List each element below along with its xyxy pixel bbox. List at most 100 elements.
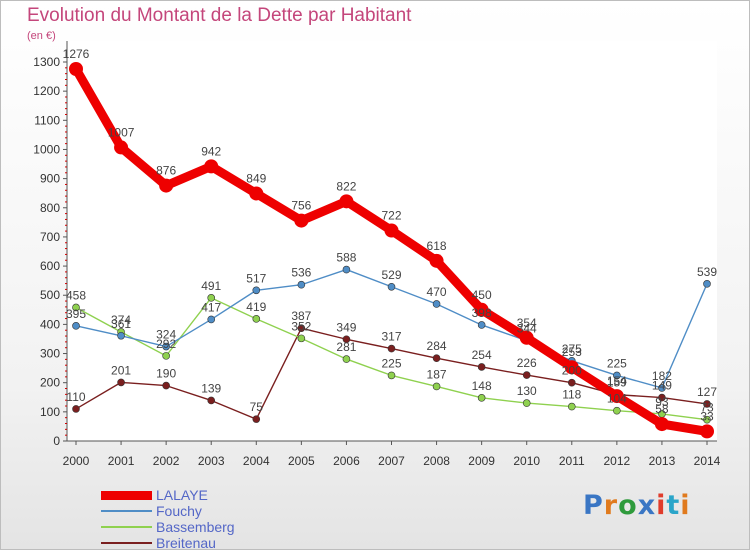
data-point-lalaye bbox=[429, 253, 444, 268]
data-point-bassemberg bbox=[207, 294, 216, 302]
x-tick-label: 2014 bbox=[694, 454, 721, 468]
data-label: 139 bbox=[201, 381, 221, 395]
legend-swatch-lalaye bbox=[101, 491, 152, 500]
data-point-bassemberg bbox=[567, 402, 576, 411]
data-label: 395 bbox=[66, 307, 86, 321]
data-point-breitenau bbox=[432, 354, 441, 363]
data-point-lalaye bbox=[384, 223, 399, 238]
data-point-fouchy bbox=[477, 321, 486, 329]
proxiti-logo: Proxiti bbox=[583, 490, 691, 521]
data-label: 756 bbox=[291, 199, 311, 213]
data-point-lalaye bbox=[204, 159, 219, 174]
data-point-lalaye bbox=[69, 61, 83, 76]
data-label: 398 bbox=[472, 306, 492, 320]
x-tick-label: 2010 bbox=[513, 454, 540, 468]
y-tick-label: 1300 bbox=[33, 55, 60, 69]
data-point-breitenau bbox=[252, 415, 261, 423]
data-point-lalaye bbox=[339, 194, 354, 209]
legend-label-bassemberg: Bassemberg bbox=[156, 519, 235, 535]
data-point-breitenau bbox=[567, 378, 576, 387]
x-tick-label: 2012 bbox=[604, 454, 631, 468]
data-label: 517 bbox=[246, 271, 266, 285]
logo-letter: r bbox=[603, 490, 619, 521]
data-point-bassemberg bbox=[342, 355, 351, 363]
data-label: 275 bbox=[562, 342, 582, 356]
data-point-lalaye bbox=[159, 178, 174, 193]
data-point-lalaye bbox=[249, 186, 264, 201]
legend-label-breitenau: Breitenau bbox=[156, 535, 216, 551]
data-label: 33 bbox=[700, 409, 714, 423]
data-point-breitenau bbox=[207, 396, 216, 405]
data-label: 187 bbox=[427, 367, 447, 381]
data-label: 876 bbox=[156, 164, 176, 178]
y-tick-label: 300 bbox=[40, 347, 60, 361]
chart-title: Evolution du Montant de la Dette par Hab… bbox=[27, 5, 412, 26]
data-point-fouchy bbox=[72, 322, 80, 330]
data-point-breitenau bbox=[117, 378, 125, 387]
data-point-lalaye bbox=[654, 417, 669, 432]
data-label: 344 bbox=[517, 322, 537, 336]
y-tick-label: 1000 bbox=[33, 142, 60, 156]
data-point-fouchy bbox=[703, 280, 711, 288]
data-label: 1276 bbox=[63, 47, 90, 61]
data-label: 148 bbox=[472, 379, 492, 393]
logo-letter: t bbox=[666, 490, 681, 521]
data-label: 110 bbox=[66, 390, 85, 404]
y-axis-unit: (en €) bbox=[27, 30, 56, 42]
x-tick-label: 2009 bbox=[468, 454, 495, 468]
legend-label-lalaye: LALAYE bbox=[156, 487, 208, 503]
data-label: 159 bbox=[607, 376, 627, 390]
data-label: 419 bbox=[246, 300, 266, 314]
data-point-fouchy bbox=[658, 384, 666, 392]
y-tick-label: 800 bbox=[40, 201, 60, 215]
y-tick-label: 1100 bbox=[34, 113, 60, 127]
data-label: 225 bbox=[381, 356, 401, 370]
data-label: 75 bbox=[250, 400, 264, 414]
data-point-bassemberg bbox=[477, 394, 486, 402]
x-tick-label: 2001 bbox=[108, 454, 135, 468]
data-label: 470 bbox=[427, 285, 447, 299]
data-point-breitenau bbox=[72, 405, 80, 413]
data-point-fouchy bbox=[207, 315, 216, 324]
x-tick-label: 2011 bbox=[559, 454, 585, 468]
data-label: 942 bbox=[201, 144, 221, 158]
data-point-fouchy bbox=[432, 300, 441, 308]
data-label: 352 bbox=[291, 319, 311, 333]
y-tick-label: 200 bbox=[40, 376, 60, 390]
data-label: 374 bbox=[111, 313, 131, 327]
data-point-lalaye bbox=[114, 140, 129, 155]
x-tick-label: 2000 bbox=[63, 454, 90, 468]
data-point-fouchy bbox=[613, 371, 621, 380]
data-point-fouchy bbox=[162, 342, 170, 351]
data-label: 118 bbox=[562, 388, 581, 402]
x-tick-label: 2008 bbox=[423, 454, 450, 468]
data-label: 536 bbox=[291, 266, 311, 280]
x-tick-label: 2013 bbox=[649, 454, 676, 468]
data-point-bassemberg bbox=[387, 371, 396, 380]
legend-label-fouchy: Fouchy bbox=[156, 503, 202, 519]
data-label: 618 bbox=[427, 239, 447, 253]
data-point-breitenau bbox=[658, 393, 666, 402]
data-point-lalaye bbox=[519, 330, 534, 345]
data-label: 225 bbox=[607, 356, 627, 370]
data-point-breitenau bbox=[342, 335, 351, 344]
logo-letter: i bbox=[680, 490, 691, 521]
data-point-lalaye bbox=[700, 424, 714, 439]
data-label: 324 bbox=[156, 328, 176, 342]
data-point-bassemberg bbox=[522, 399, 531, 407]
data-point-bassemberg bbox=[613, 406, 621, 415]
legend-swatch-breitenau bbox=[101, 542, 152, 544]
data-point-bassemberg bbox=[297, 334, 306, 343]
y-tick-label: 500 bbox=[40, 288, 60, 302]
data-point-breitenau bbox=[297, 324, 306, 332]
data-label: 529 bbox=[381, 268, 401, 282]
data-label: 127 bbox=[697, 385, 717, 399]
data-label: 284 bbox=[427, 339, 447, 353]
data-point-breitenau bbox=[477, 363, 486, 371]
data-label: 317 bbox=[381, 330, 401, 344]
data-label: 104 bbox=[607, 392, 627, 406]
data-label: 201 bbox=[111, 363, 131, 377]
data-label: 722 bbox=[381, 209, 401, 223]
data-label: 849 bbox=[246, 171, 266, 185]
y-tick-label: 700 bbox=[40, 230, 60, 244]
